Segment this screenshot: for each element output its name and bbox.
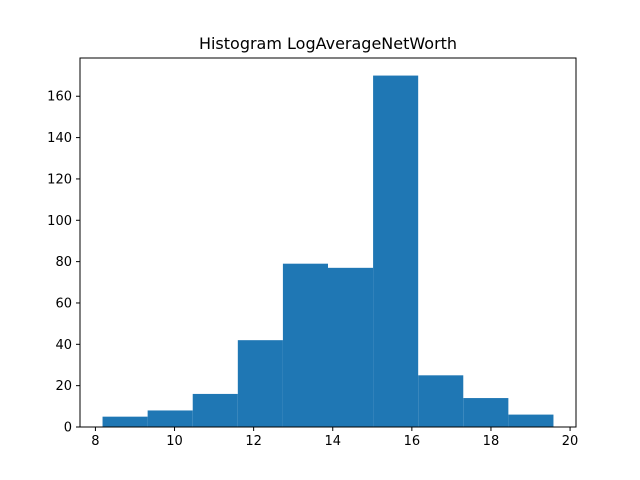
x-tick-label: 20 [562,434,579,449]
y-tick-label: 20 [55,379,72,394]
chart-title: Histogram LogAverageNetWorth [199,34,457,53]
y-tick-label: 0 [64,421,72,436]
histogram-bars [102,75,554,428]
x-axis: 8 10 12 14 16 18 20 [91,427,578,449]
y-tick-label: 140 [47,131,72,146]
x-tick-label: 16 [404,434,421,449]
histogram-bar [282,263,328,427]
histogram-bar [418,375,464,427]
y-tick-label: 100 [47,214,72,229]
y-tick-label: 80 [55,255,72,270]
y-tick-label: 120 [47,172,72,187]
histogram-bar [102,416,148,427]
histogram-bar [192,393,238,427]
plot-frame [79,57,577,428]
histogram-bar [328,267,374,427]
x-tick-label: 8 [91,434,99,449]
x-tick-label: 18 [483,434,500,449]
histogram-bar [373,75,419,428]
histogram-bar [147,410,193,427]
y-tick-label: 60 [55,296,72,311]
x-tick-label: 10 [166,434,183,449]
histogram-bar [237,340,283,427]
x-tick-label: 12 [245,434,262,449]
y-axis: 0 20 40 60 80 100 120 140 160 [47,90,80,436]
histogram-bar [463,398,509,427]
histogram-bar [508,414,554,427]
y-tick-label: 40 [55,338,72,353]
y-tick-label: 160 [47,90,72,105]
x-tick-label: 14 [324,434,341,449]
